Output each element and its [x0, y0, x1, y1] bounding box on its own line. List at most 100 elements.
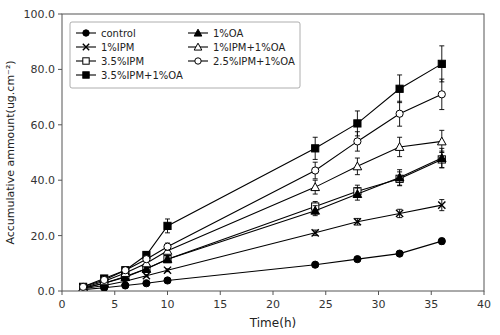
x-tick: [378, 291, 379, 295]
y-tick-label: 40.0: [31, 174, 56, 187]
data-point: [395, 173, 404, 181]
data-point: [164, 222, 171, 229]
legend-label: 1%IPM: [101, 42, 134, 53]
data-point: [100, 277, 109, 285]
y-axis-label: Accumulative ammount(ug.cm⁻²): [4, 60, 17, 244]
data-point: [437, 137, 446, 145]
plot-frame: [62, 14, 484, 291]
data-point: [122, 267, 129, 274]
y-tick: [58, 180, 62, 181]
data-point: [438, 91, 445, 98]
series-line: [83, 94, 442, 287]
data-point: [396, 110, 403, 117]
data-point: [396, 210, 403, 217]
x-tick-label: 25: [319, 298, 333, 311]
y-tick-label: 20.0: [31, 230, 56, 243]
data-point: [437, 154, 446, 162]
legend-marker: [83, 58, 89, 64]
x-tick: [484, 291, 485, 295]
legend-label: 3.5%IPM: [101, 56, 144, 67]
legend: control 1%IPM 3.5%IPM 3.5%IPM+1%OA 1%OA 1%IPM…: [70, 22, 300, 88]
x-tick-label: 0: [59, 298, 66, 311]
x-tick-label: 40: [477, 298, 491, 311]
series-line: [83, 159, 442, 288]
legend-entry: 3.5%IPM: [76, 56, 144, 67]
chart: 0.020.040.060.080.0100.00510152025303540…: [0, 0, 500, 335]
x-tick: [431, 291, 432, 295]
data-point: [354, 138, 361, 145]
x-tick-label: 5: [111, 298, 118, 311]
x-tick-label: 35: [424, 298, 438, 311]
data-point: [143, 272, 150, 279]
y-tick-label: 0.0: [38, 285, 56, 298]
x-tick-label: 15: [213, 298, 227, 311]
data-point: [438, 202, 445, 209]
y-tick: [58, 291, 62, 292]
data-point: [79, 284, 88, 291]
legend-label: 1%IPM+1%OA: [213, 42, 285, 53]
legend-label: 3.5%IPM+1%OA: [101, 70, 183, 81]
data-point: [438, 238, 445, 245]
legend-marker: [195, 58, 201, 64]
series: [80, 151, 446, 291]
legend-marker: [83, 72, 89, 78]
x-tick: [167, 291, 168, 295]
data-point: [80, 283, 87, 290]
y-tick: [58, 124, 62, 125]
legend-entry: 1%IPM+1%OA: [188, 42, 285, 53]
data-point: [101, 276, 108, 283]
legend-marker: [83, 44, 89, 50]
legend-entry: control: [76, 28, 136, 39]
data-point: [396, 250, 403, 257]
data-point: [79, 283, 88, 291]
x-tick: [325, 291, 326, 295]
y-tick: [58, 69, 62, 70]
legend-box: [70, 22, 300, 88]
legend-entry: 1%IPM: [76, 42, 134, 53]
series: [80, 200, 446, 291]
series: [79, 130, 446, 291]
x-tick: [62, 291, 63, 295]
series: [80, 79, 446, 290]
legend-entry: 3.5%IPM+1%OA: [76, 70, 183, 81]
series-line: [83, 141, 442, 287]
data-point: [122, 267, 129, 274]
legend-marker: [194, 43, 202, 50]
data-point: [164, 256, 171, 263]
data-point: [353, 190, 362, 198]
legend-marker: [83, 30, 89, 36]
data-point: [396, 85, 403, 92]
series-line: [83, 241, 442, 289]
x-tick: [273, 291, 274, 295]
data-point: [438, 60, 445, 67]
legend-label: 1%OA: [213, 28, 244, 39]
data-point: [395, 143, 404, 151]
data-point: [312, 261, 319, 268]
y-tick-label: 100.0: [24, 8, 56, 21]
legend-label: control: [101, 28, 136, 39]
x-tick-label: 20: [266, 298, 280, 311]
x-tick-label: 10: [161, 298, 175, 311]
data-point: [80, 283, 87, 290]
y-tick-label: 80.0: [31, 63, 56, 76]
data-point: [354, 256, 361, 263]
legend-entry: 1%OA: [188, 28, 244, 39]
data-point: [163, 255, 172, 263]
data-point: [312, 229, 319, 236]
data-point: [164, 277, 171, 284]
data-point: [143, 256, 150, 263]
x-tick: [220, 291, 221, 295]
data-point: [164, 267, 171, 274]
data-point: [312, 167, 319, 174]
legend-label: 2.5%IPM+1%OA: [213, 56, 295, 67]
x-tick-label: 30: [372, 298, 386, 311]
y-tick: [58, 14, 62, 15]
series-line: [83, 158, 442, 288]
data-point: [353, 162, 362, 170]
x-axis-label: Time(h): [249, 316, 296, 330]
x-tick: [114, 291, 115, 295]
data-point: [354, 120, 361, 127]
data-point: [311, 183, 320, 191]
legend-entry: 2.5%IPM+1%OA: [188, 56, 295, 67]
y-tick: [58, 235, 62, 236]
